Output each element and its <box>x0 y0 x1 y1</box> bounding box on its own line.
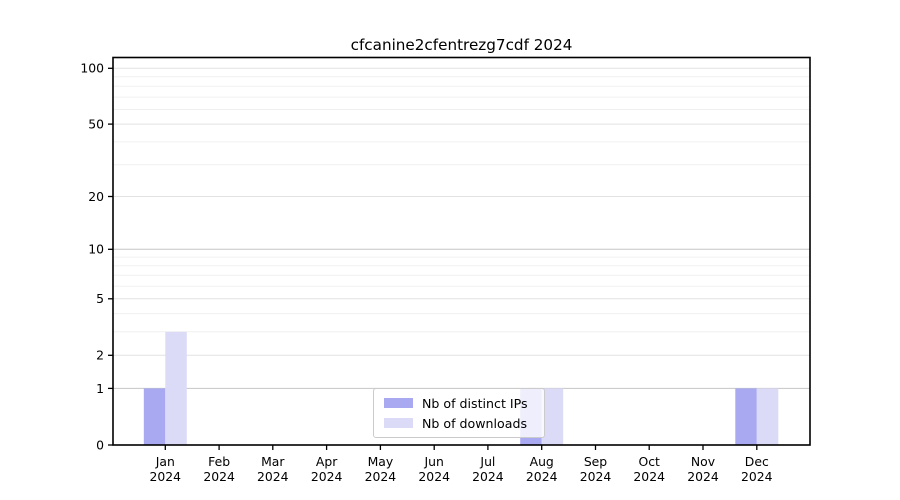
x-tick-year-jul: 2024 <box>472 469 504 484</box>
x-tick-label-apr: Apr <box>316 454 338 469</box>
x-tick-year-aug: 2024 <box>526 469 558 484</box>
axis-labels: 0125102050100Jan2024Feb2024Mar2024Apr202… <box>80 61 772 484</box>
x-tick-year-mar: 2024 <box>257 469 289 484</box>
x-tick-year-apr: 2024 <box>311 469 343 484</box>
x-tick-label-sep: Sep <box>584 454 607 469</box>
x-tick-label-dec: Dec <box>745 454 769 469</box>
legend-swatch-icon <box>384 417 413 429</box>
gridlines <box>113 67 810 389</box>
bar-jan-downloads <box>165 331 187 445</box>
x-tick-label-jul: Jul <box>479 454 495 469</box>
y-tick-label-0: 0 <box>96 437 104 452</box>
legend-item-downloads: Nb of downloads <box>384 413 544 433</box>
x-tick-year-sep: 2024 <box>580 469 612 484</box>
bar-dec-downloads <box>756 388 779 445</box>
chart-title: cfcanine2cfentrezg7cdf 2024 <box>350 36 573 54</box>
x-tick-label-jan: Jan <box>155 454 175 469</box>
bar-dec-ips <box>735 388 757 445</box>
legend-swatch-icon <box>384 397 413 409</box>
legend-label: Nb of downloads <box>422 415 528 431</box>
y-tick-label-1: 1 <box>96 381 104 396</box>
x-tick-year-jan: 2024 <box>150 469 182 484</box>
x-tick-year-jun: 2024 <box>418 469 450 484</box>
x-tick-label-feb: Feb <box>208 454 230 469</box>
bar-aug-downloads <box>541 388 564 445</box>
legend-label: Nb of distinct IPs <box>422 395 528 411</box>
legend-item-ips: Nb of distinct IPs <box>384 393 544 413</box>
axis-ticks <box>108 67 758 450</box>
x-tick-year-nov: 2024 <box>687 469 719 484</box>
plot-border <box>112 56 811 446</box>
x-tick-year-dec: 2024 <box>741 469 773 484</box>
legend: Nb of distinct IPs Nb of downloads <box>373 388 545 438</box>
y-tick-label-5: 5 <box>96 291 104 306</box>
x-tick-label-jun: Jun <box>424 454 444 469</box>
x-tick-label-mar: Mar <box>261 454 285 469</box>
y-tick-label-10: 10 <box>88 242 104 257</box>
y-tick-label-100: 100 <box>80 61 104 76</box>
bar-jan-ips <box>143 388 166 445</box>
y-tick-label-2: 2 <box>96 348 104 363</box>
y-tick-label-50: 50 <box>88 117 104 132</box>
y-tick-label-20: 20 <box>88 189 104 204</box>
x-tick-year-oct: 2024 <box>633 469 665 484</box>
x-tick-label-nov: Nov <box>691 454 715 469</box>
x-tick-label-aug: Aug <box>530 454 554 469</box>
x-tick-year-feb: 2024 <box>203 469 235 484</box>
x-tick-label-may: May <box>368 454 394 469</box>
x-tick-year-may: 2024 <box>365 469 397 484</box>
x-tick-label-oct: Oct <box>638 454 660 469</box>
